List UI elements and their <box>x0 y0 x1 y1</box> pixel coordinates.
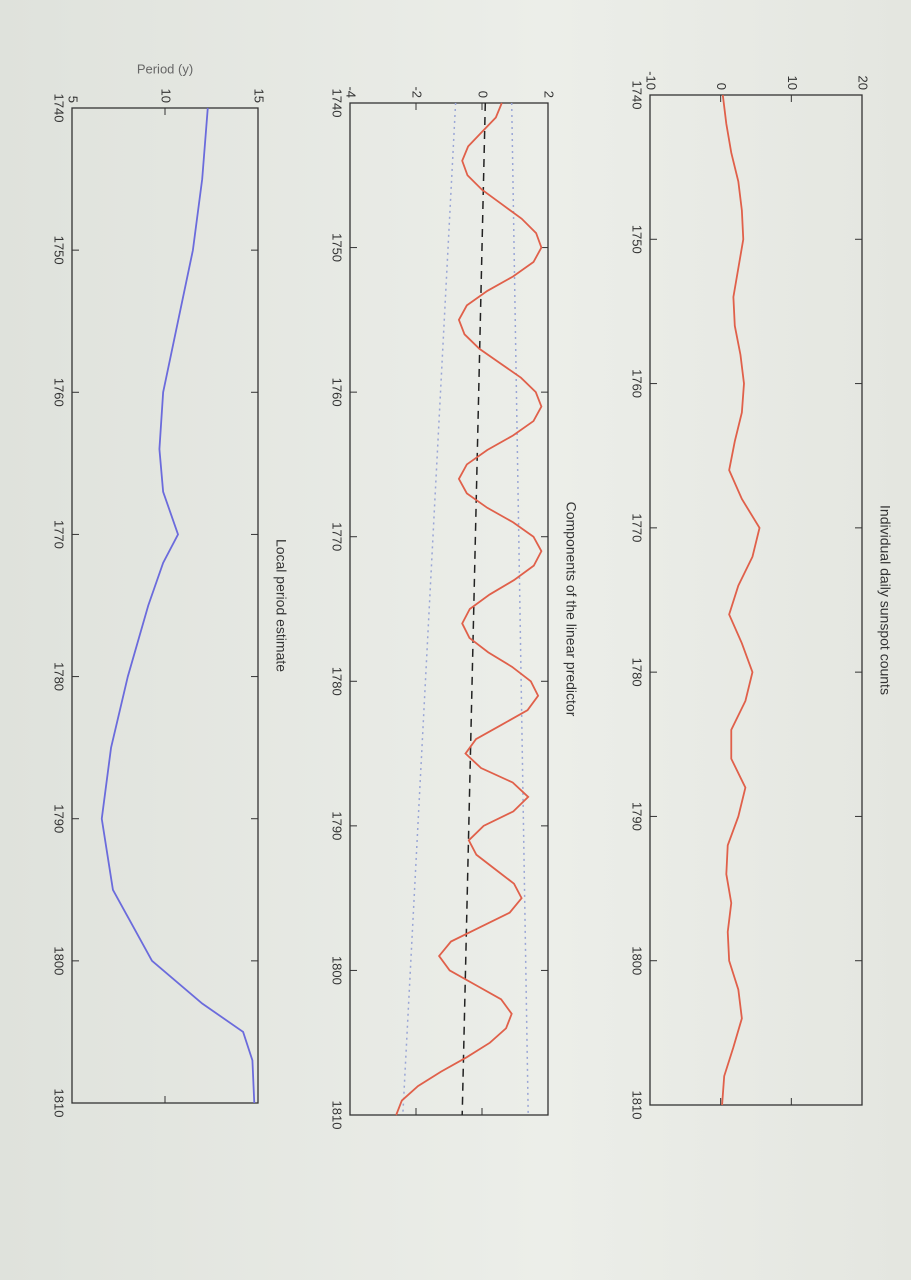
y-tick-label: 2 <box>542 91 557 98</box>
x-tick-label: 1760 <box>52 378 67 407</box>
y-tick-label: 0 <box>714 83 729 90</box>
x-tick-label: 1810 <box>330 1101 345 1130</box>
x-tick-label: 1790 <box>52 804 67 833</box>
plot-frame <box>649 94 863 1106</box>
x-tick-label: 1810 <box>630 1091 645 1120</box>
x-tick-label: 1800 <box>630 946 645 975</box>
x-tick-label: 1810 <box>52 1089 67 1118</box>
x-tick-label: 1740 <box>630 81 645 110</box>
series-line <box>510 102 529 1116</box>
chart-title: Individual daily sunspot counts <box>877 505 893 695</box>
x-tick-label: 1740 <box>52 94 67 123</box>
y-tick-label: 15 <box>252 89 267 103</box>
chart-title: Components of the linear predictor <box>563 502 579 717</box>
panel: 1740 1750 1760 1770 1780 1790 1800 1810 5 10 15 Loc… <box>52 61 290 1117</box>
series-line <box>461 102 487 1116</box>
plot-frame <box>349 102 549 1116</box>
y-tick-label: 0 <box>476 91 491 98</box>
x-tick-label: 1760 <box>630 369 645 398</box>
panel: 1740 1750 1760 1770 1780 1790 1800 1810 -10 0 10 20… <box>630 71 894 1119</box>
y-tick-label: 5 <box>66 96 81 103</box>
chart-title: Local period estimate <box>273 539 289 672</box>
x-tick-label: 1770 <box>630 513 645 542</box>
series-line <box>721 94 761 1106</box>
x-tick-label: 1750 <box>330 233 345 262</box>
x-tick-label: 1770 <box>330 522 345 551</box>
x-tick-label: 1770 <box>52 520 67 549</box>
series-line <box>100 107 256 1104</box>
x-tick-label: 1750 <box>52 236 67 265</box>
y-tick-label: 10 <box>159 89 174 103</box>
plot-frame <box>71 107 259 1104</box>
panel: 1740 1750 1760 1770 1780 1790 1800 1810 -4 -2 0 2 Co… <box>330 86 580 1129</box>
x-tick-label: 1790 <box>630 802 645 831</box>
x-tick-label: 1780 <box>52 662 67 691</box>
x-tick-label: 1800 <box>52 946 67 975</box>
x-tick-label: 1800 <box>330 956 345 985</box>
x-tick-label: 1740 <box>330 89 345 118</box>
x-tick-label: 1760 <box>330 378 345 407</box>
y-tick-label: -10 <box>644 71 659 90</box>
x-tick-label: 1750 <box>630 225 645 254</box>
series-line <box>402 102 457 1116</box>
y-tick-label: 20 <box>856 76 871 90</box>
y-tick-label: -4 <box>344 86 359 98</box>
series-line <box>395 102 543 1116</box>
x-tick-label: 1780 <box>630 658 645 687</box>
x-tick-label: 1780 <box>330 667 345 696</box>
y-tick-label: -2 <box>410 86 425 98</box>
y-axis-label: Period (y) <box>137 61 193 76</box>
x-tick-label: 1790 <box>330 811 345 840</box>
y-tick-label: 10 <box>785 76 800 90</box>
